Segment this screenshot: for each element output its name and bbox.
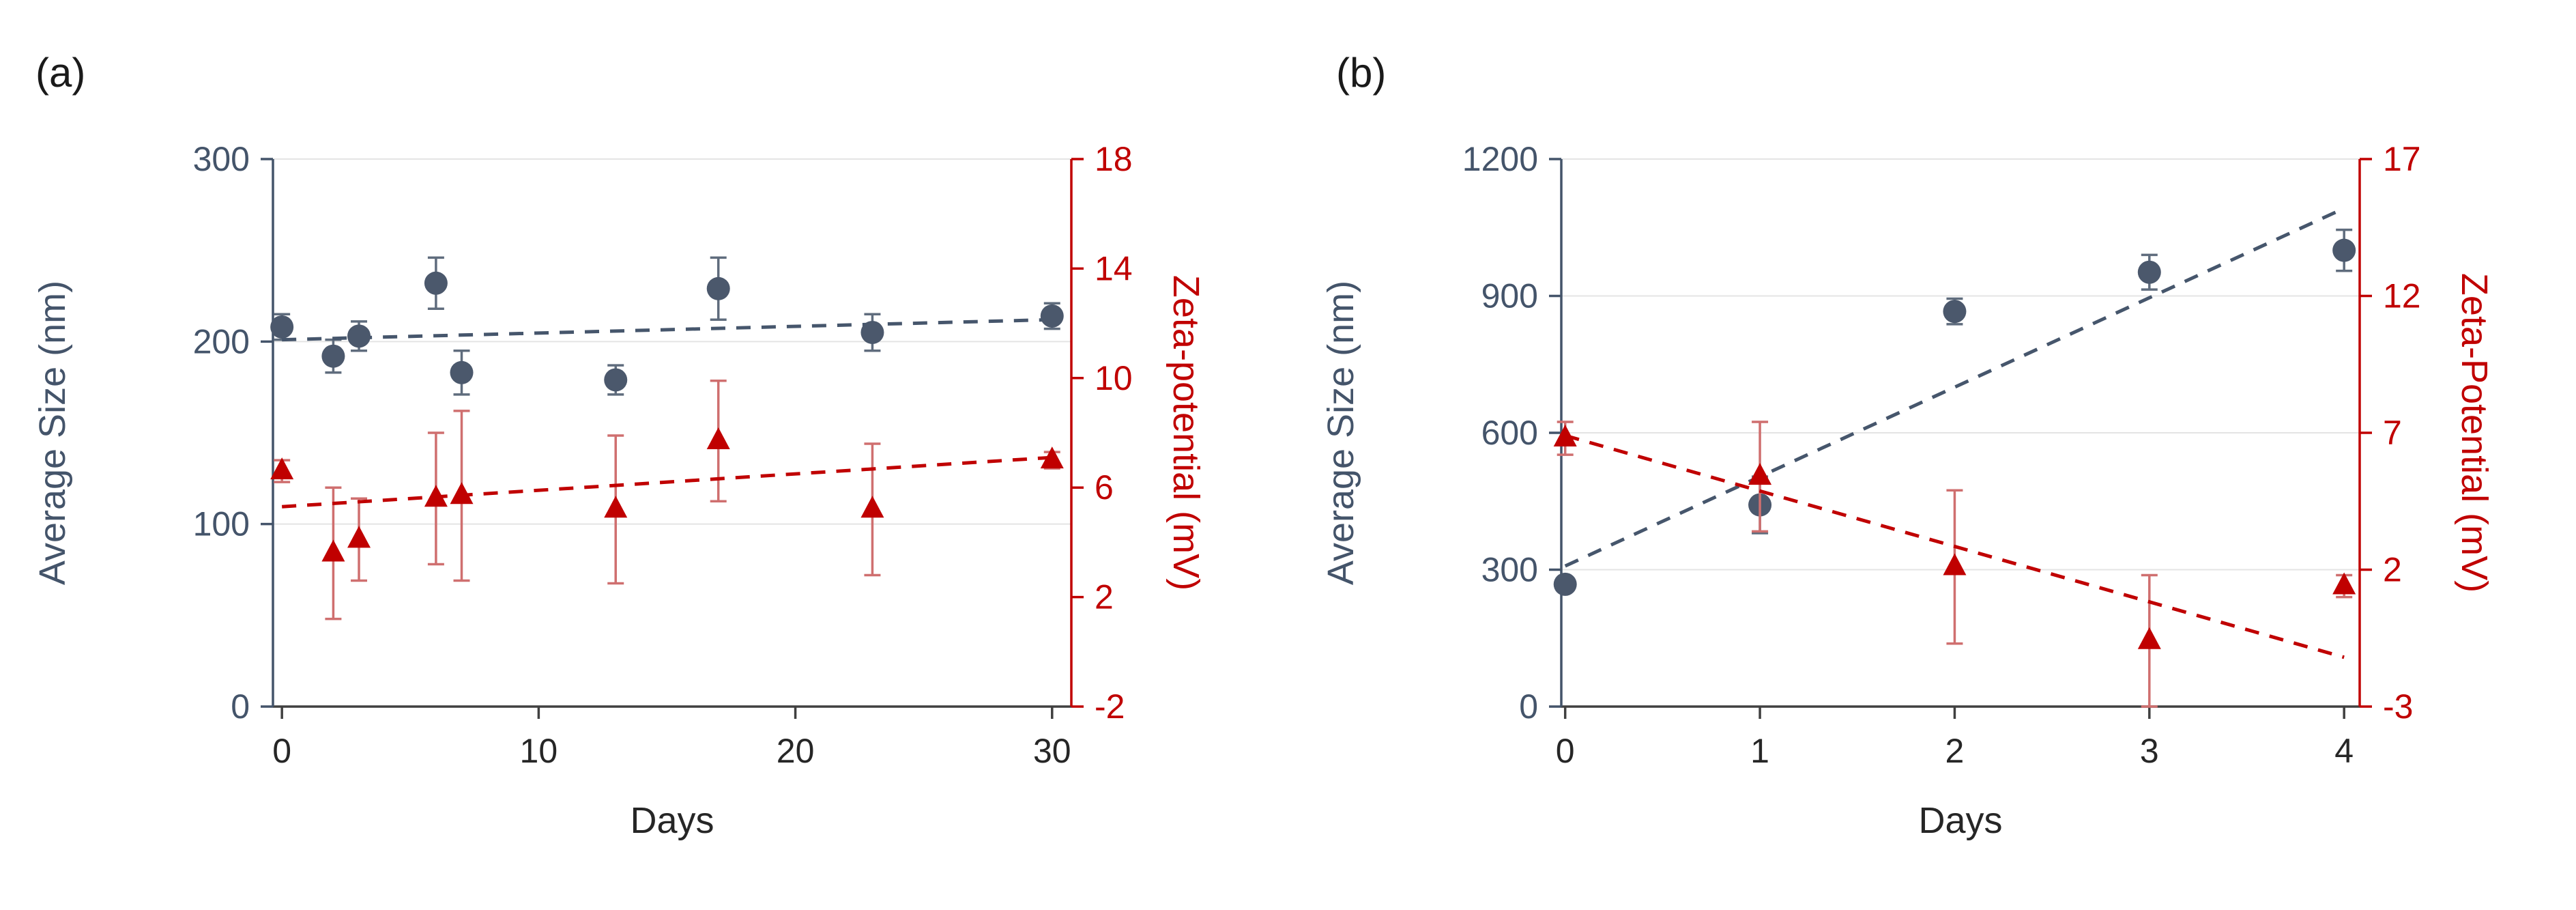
data-point-circle: [2137, 260, 2161, 284]
data-point-circle: [347, 324, 371, 348]
right-tick-label: 17: [2383, 140, 2421, 178]
data-point-circle: [604, 368, 628, 392]
trend-line: [282, 317, 1052, 342]
trend-line: [1564, 206, 2345, 568]
data-point-circle: [2332, 238, 2356, 262]
x-axis: 0 10 20 30 Days: [272, 705, 1071, 841]
x-tick-label: 2: [1945, 732, 1965, 770]
right-tick-label: 14: [1095, 249, 1133, 287]
gridlines: [273, 158, 1071, 525]
left-tick-label: 100: [193, 505, 250, 543]
series-zeta-potential: [1553, 421, 2356, 708]
right-tick-label: 6: [1095, 468, 1114, 507]
data-point-circle: [270, 315, 294, 339]
right-tick-label: 18: [1095, 140, 1133, 178]
right-tick-label: 2: [2383, 551, 2402, 589]
data-point-triangle: [604, 496, 628, 518]
x-tick-label: 1: [1750, 732, 1769, 770]
panel-a-label: (a): [35, 50, 86, 96]
data-point-circle: [860, 320, 884, 344]
right-axis-title: Zeta-potential (mV): [1166, 275, 1206, 591]
x-axis: 0 1 2 3 4 Days: [1556, 705, 2360, 841]
data-point-circle: [706, 276, 730, 300]
right-tick-label: 12: [2383, 277, 2421, 315]
data-point-triangle: [270, 457, 294, 480]
left-tick-label: 0: [231, 687, 250, 726]
data-point-triangle: [860, 496, 884, 518]
left-tick-label: 1200: [1462, 140, 1538, 178]
left-axis: 0 300 600 900 1200 Average Size (nm): [1320, 140, 1563, 726]
data-point-triangle: [347, 526, 371, 548]
right-tick-label: 2: [1095, 578, 1114, 616]
right-tick-label: 10: [1095, 359, 1133, 397]
data-point-circle: [424, 271, 448, 295]
data-point-triangle: [450, 482, 474, 504]
left-tick-label: 900: [1481, 277, 1538, 315]
trend-line: [282, 455, 1052, 509]
panel-b: (b) 0 1 2 3 4 Days 0 300 600 900 1200 Average Size …: [1288, 0, 2576, 910]
data-point-circle: [1943, 300, 1967, 324]
x-tick-label: 20: [777, 732, 815, 770]
data-point-triangle: [1040, 446, 1064, 469]
data-point-triangle: [2137, 627, 2161, 649]
x-tick-label: 3: [2140, 732, 2159, 770]
left-axis-title: Average Size (nm): [1320, 281, 1361, 585]
x-axis-title: Days: [1918, 800, 2002, 841]
data-point-triangle: [1748, 463, 1772, 485]
right-tick-label: 7: [2383, 414, 2402, 452]
data-point-triangle: [424, 485, 448, 507]
data-point-triangle: [2332, 572, 2356, 595]
data-point-triangle: [706, 427, 730, 450]
data-point-triangle: [321, 539, 345, 562]
trend-line: [1565, 433, 2345, 659]
x-tick-label: 0: [272, 732, 291, 770]
left-tick-label: 600: [1481, 414, 1538, 452]
right-axis: -3 2 7 12 17 Zeta-Potential (mV): [2358, 140, 2495, 726]
panel-b-label: (b): [1336, 50, 1387, 96]
left-tick-label: 200: [193, 322, 250, 360]
data-point-circle: [1040, 304, 1064, 328]
left-axis-title: Average Size (nm): [32, 281, 73, 585]
x-tick-label: 4: [2334, 732, 2354, 770]
chart-a: 0 10 20 30 Days 0 100 200 300 Average Size (nm) -2…: [32, 140, 1206, 841]
x-tick-label: 10: [520, 732, 558, 770]
gridlines: [1561, 158, 2360, 571]
data-point-circle: [450, 360, 474, 384]
left-tick-label: 300: [1481, 551, 1538, 589]
left-tick-label: 0: [1519, 687, 1538, 726]
panel-a: (a) 0 10 20 30 Days 0 100 200 300 Average Size (n…: [32, 50, 1206, 841]
right-axis-title: Zeta-Potential (mV): [2454, 273, 2495, 593]
right-tick-label: -2: [1095, 687, 1125, 726]
x-axis-title: Days: [630, 800, 714, 841]
data-point-circle: [1553, 572, 1577, 596]
x-tick-label: 30: [1033, 732, 1071, 770]
left-axis: 0 100 200 300 Average Size (nm): [32, 140, 274, 726]
series-zeta-potential: [270, 380, 1064, 621]
right-tick-label: -3: [2383, 687, 2413, 726]
right-axis: -2 2 6 10 14 18 Zeta-potential (mV): [1070, 140, 1206, 726]
data-point-triangle: [1943, 553, 1967, 575]
series-average-size: [270, 256, 1064, 396]
left-tick-label: 300: [193, 140, 250, 178]
x-tick-label: 0: [1556, 732, 1575, 770]
data-point-triangle: [1553, 425, 1577, 447]
data-point-circle: [321, 344, 345, 368]
